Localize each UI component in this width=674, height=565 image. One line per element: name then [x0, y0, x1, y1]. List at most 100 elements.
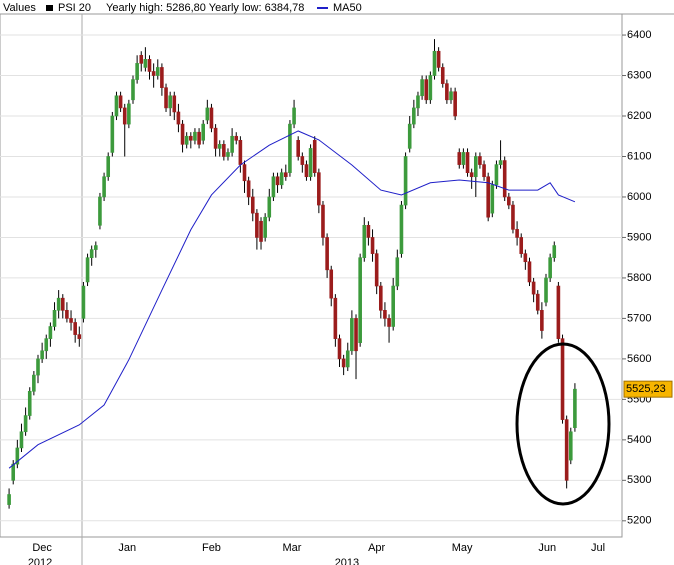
candle-body [143, 59, 148, 68]
candle-body [56, 297, 61, 311]
candle-body [151, 71, 156, 76]
candle-body [255, 212, 259, 238]
candle-body [507, 196, 511, 206]
candle-body [482, 164, 486, 178]
candle-body [556, 285, 561, 339]
legend-title: Values [3, 2, 36, 14]
candle-body [85, 257, 90, 283]
candle-body [234, 135, 239, 141]
candle-body [337, 338, 342, 360]
candle-body [473, 156, 478, 178]
candle-body [312, 139, 317, 173]
candle-body [300, 156, 305, 165]
candle-body [412, 107, 416, 125]
candle-body [114, 95, 119, 117]
x-year-label: 2013 [335, 557, 359, 565]
legend-label: PSI 20 [58, 2, 91, 14]
candle-body [465, 152, 470, 173]
x-tick-label: Apr [368, 542, 385, 554]
candle-body [15, 447, 20, 465]
candle-body [407, 123, 412, 149]
x-year-label: 2012 [28, 557, 52, 565]
candle-body [527, 261, 532, 283]
candle-body [304, 164, 309, 178]
candle-body [139, 54, 144, 64]
candle-body [230, 135, 234, 153]
candle-body [292, 107, 296, 125]
candle-body [222, 144, 226, 157]
candle-body [238, 139, 243, 165]
candle-body [189, 135, 193, 141]
candle-body [131, 79, 135, 101]
candle-body [370, 237, 375, 254]
x-tick-label: Jan [118, 542, 136, 554]
candle-body [486, 176, 490, 218]
candle-body [135, 63, 139, 80]
candle-body [197, 131, 201, 145]
candle-body [65, 310, 69, 319]
candle-body [395, 257, 400, 287]
candle-body [184, 135, 189, 145]
y-tick-label: 5400 [627, 434, 651, 446]
candle-body [89, 249, 94, 258]
candle-body [242, 164, 247, 182]
candle-body [168, 95, 172, 109]
candle-body [176, 111, 181, 125]
candle-body [102, 176, 106, 198]
candle-body [432, 50, 437, 76]
y-tick-label: 5900 [627, 231, 651, 243]
candle-body [193, 131, 197, 141]
candle-body [118, 95, 123, 109]
candle-body [246, 180, 251, 198]
candle-body [217, 144, 222, 149]
candle-body [44, 338, 49, 352]
candle-body [271, 176, 276, 198]
candle-body [23, 415, 28, 433]
candle-body [259, 220, 263, 242]
candle-body [515, 229, 519, 238]
candle-body [147, 59, 152, 72]
legend: Values PSI 20 Yearly high: 5286,80 Yearl… [3, 2, 362, 14]
candle-body [428, 75, 433, 101]
ma-line [8, 130, 576, 469]
candle-body [205, 107, 210, 121]
candle-body [106, 156, 111, 178]
y-tick-label: 6100 [627, 150, 651, 162]
candle-body [160, 67, 164, 88]
candle-body [523, 253, 528, 263]
candle-body [127, 103, 131, 125]
candle-body [341, 358, 346, 368]
candle-body [73, 322, 77, 335]
candle-body [250, 196, 255, 214]
candle-body [155, 67, 160, 76]
yearly-range: Yearly high: 5286,80 Yearly low: 6384,78 [106, 2, 304, 14]
candle-body [32, 374, 36, 392]
candle-body [552, 245, 557, 258]
candle-body [40, 350, 44, 360]
candle-body [263, 216, 267, 238]
candle-body [461, 152, 466, 165]
candle-body [511, 204, 515, 230]
x-tick-label: Jun [538, 542, 556, 554]
candle-body [110, 115, 115, 153]
x-tick-label: May [452, 542, 473, 554]
candle-body [469, 172, 474, 178]
candle-body [321, 204, 325, 238]
last-value-label: 5525,23 [626, 383, 666, 395]
candle-body [98, 196, 102, 226]
y-tick-label: 6000 [627, 191, 651, 203]
y-tick-label: 5200 [627, 515, 651, 527]
candle-body [544, 277, 548, 303]
candle-body [213, 127, 218, 149]
candle-body [325, 237, 329, 271]
candle-body [48, 326, 53, 339]
candle-body [275, 176, 280, 186]
y-tick-label: 6400 [627, 29, 651, 41]
candle-body [354, 318, 358, 352]
candle-body [573, 388, 577, 429]
candle-body [7, 494, 11, 505]
candle-body [535, 293, 540, 311]
x-tick-label: Jul [591, 542, 605, 554]
candle-body [502, 160, 507, 198]
candle-body [420, 79, 424, 97]
